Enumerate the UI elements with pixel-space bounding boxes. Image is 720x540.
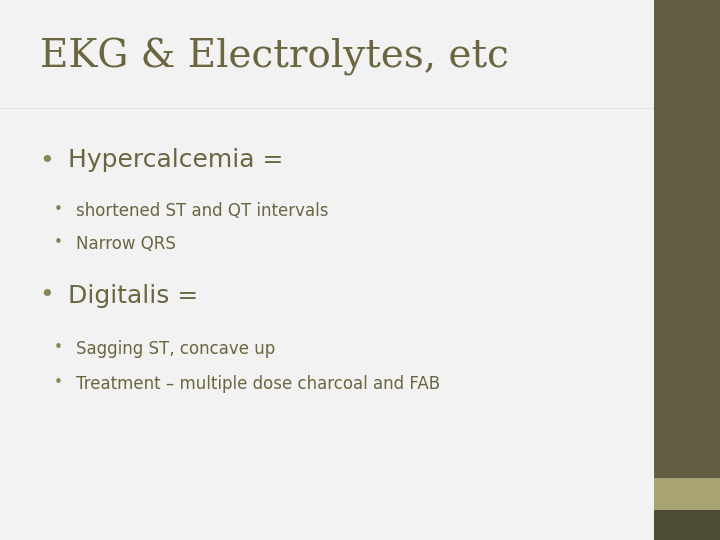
Text: •: •: [40, 284, 54, 307]
Text: •: •: [54, 202, 63, 218]
Bar: [654, 0, 720, 478]
Bar: [654, 510, 720, 540]
Text: Hypercalcemia =: Hypercalcemia =: [68, 148, 284, 172]
Text: •: •: [54, 235, 63, 250]
Text: •: •: [54, 340, 63, 355]
Text: •: •: [54, 375, 63, 390]
Text: Treatment – multiple dose charcoal and FAB: Treatment – multiple dose charcoal and F…: [76, 375, 440, 393]
Bar: [654, 478, 720, 510]
Text: Sagging ST, concave up: Sagging ST, concave up: [76, 340, 275, 358]
Text: EKG & Electrolytes, etc: EKG & Electrolytes, etc: [40, 38, 508, 76]
Text: •: •: [40, 148, 54, 172]
Text: Digitalis =: Digitalis =: [68, 284, 199, 307]
Text: Narrow QRS: Narrow QRS: [76, 235, 176, 253]
Text: shortened ST and QT intervals: shortened ST and QT intervals: [76, 202, 328, 220]
